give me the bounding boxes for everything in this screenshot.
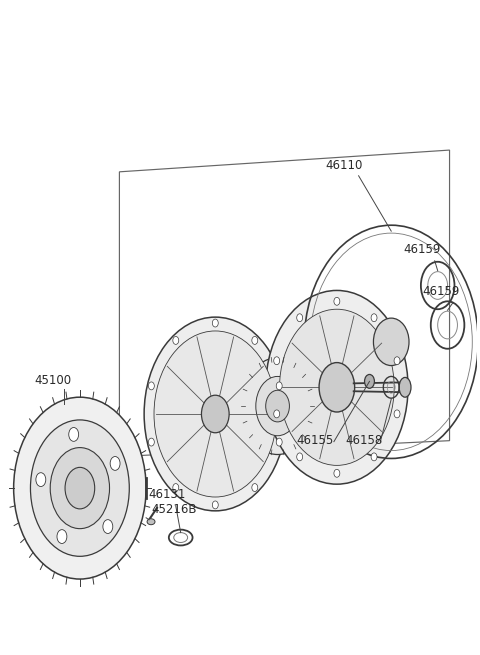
Ellipse shape (279, 309, 394, 466)
Ellipse shape (297, 453, 303, 461)
Ellipse shape (212, 501, 218, 509)
Ellipse shape (212, 319, 218, 327)
Ellipse shape (173, 337, 179, 345)
Ellipse shape (371, 314, 377, 322)
Text: 46110: 46110 (325, 159, 362, 172)
Ellipse shape (371, 453, 377, 461)
Ellipse shape (319, 363, 355, 412)
Ellipse shape (36, 473, 46, 487)
Ellipse shape (144, 317, 287, 511)
Ellipse shape (266, 290, 408, 484)
Ellipse shape (394, 357, 400, 365)
Ellipse shape (256, 377, 300, 436)
Ellipse shape (202, 395, 229, 433)
Ellipse shape (364, 375, 374, 388)
Text: 45100: 45100 (35, 375, 72, 387)
Text: 46159: 46159 (403, 243, 441, 256)
Ellipse shape (103, 519, 113, 533)
Ellipse shape (394, 410, 400, 418)
Ellipse shape (373, 318, 409, 365)
Ellipse shape (334, 297, 340, 305)
Ellipse shape (334, 470, 340, 477)
Ellipse shape (173, 483, 179, 491)
Ellipse shape (252, 483, 258, 491)
Ellipse shape (148, 438, 155, 446)
Ellipse shape (65, 468, 95, 509)
Ellipse shape (69, 428, 79, 441)
Ellipse shape (242, 358, 313, 455)
Ellipse shape (274, 410, 280, 418)
Ellipse shape (399, 377, 411, 397)
Ellipse shape (50, 447, 109, 529)
Ellipse shape (276, 382, 282, 390)
Ellipse shape (276, 438, 282, 446)
Ellipse shape (266, 390, 289, 422)
Text: 45216B: 45216B (151, 503, 196, 516)
Text: 46158: 46158 (346, 434, 383, 447)
Text: 46155: 46155 (296, 434, 334, 447)
Ellipse shape (148, 382, 155, 390)
Ellipse shape (13, 397, 146, 579)
Text: 46131: 46131 (148, 488, 185, 501)
Ellipse shape (57, 530, 67, 544)
Ellipse shape (30, 420, 129, 556)
Ellipse shape (274, 357, 280, 365)
Text: 46159: 46159 (423, 286, 460, 299)
Ellipse shape (147, 519, 155, 525)
Ellipse shape (154, 331, 276, 497)
Ellipse shape (110, 457, 120, 470)
Ellipse shape (297, 314, 303, 322)
Ellipse shape (252, 337, 258, 345)
